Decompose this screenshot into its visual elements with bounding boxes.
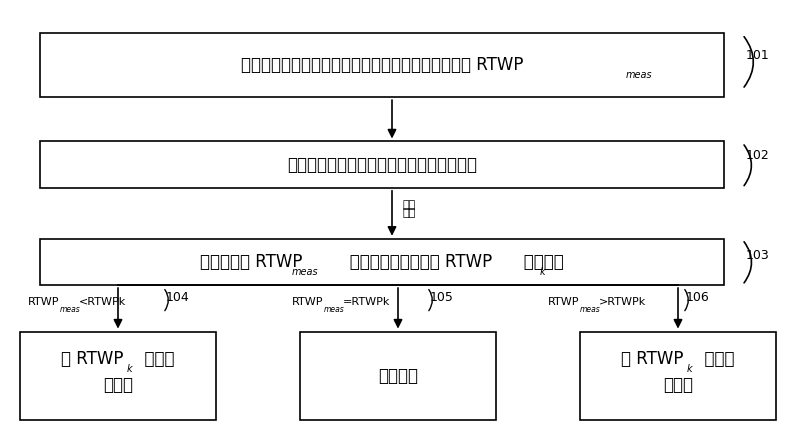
Text: 101: 101	[746, 49, 770, 62]
Text: >RTWPk: >RTWPk	[598, 297, 646, 307]
Text: 个步长: 个步长	[663, 377, 693, 394]
Text: meas: meas	[580, 305, 601, 314]
Bar	[20, 332, 216, 420]
Text: 104: 104	[166, 291, 190, 304]
Text: RTWP: RTWP	[292, 297, 323, 307]
Text: 105: 105	[430, 291, 454, 304]
Text: 103: 103	[746, 249, 770, 262]
Text: 102: 102	[746, 149, 770, 162]
Text: RTWP: RTWP	[28, 297, 59, 307]
Text: 用户: 用户	[402, 208, 416, 218]
Text: meas: meas	[626, 70, 653, 80]
Text: 将 RTWP    降低一: 将 RTWP 降低一	[62, 350, 174, 368]
Text: k: k	[539, 267, 546, 277]
Bar	[40, 33, 724, 97]
Bar	[300, 332, 496, 420]
Text: k: k	[126, 364, 133, 373]
Bar	[40, 141, 724, 188]
Text: meas: meas	[324, 305, 345, 314]
Bar	[40, 239, 724, 285]
Text: 基站周期性地测量小区中每个扇区的接收带宽总功率 RTWP: 基站周期性地测量小区中每个扇区的接收带宽总功率 RTWP	[241, 56, 523, 74]
Text: k: k	[686, 364, 693, 373]
Text: RTWP: RTWP	[548, 297, 579, 307]
Text: =RTWPk: =RTWPk	[342, 297, 390, 307]
Text: 不作调整: 不作调整	[378, 367, 418, 385]
Text: 个步长: 个步长	[103, 377, 133, 394]
Text: 将 RTWP    提高一: 将 RTWP 提高一	[622, 350, 734, 368]
Text: 106: 106	[686, 291, 710, 304]
Text: <RTWPk: <RTWPk	[78, 297, 126, 307]
Text: meas: meas	[291, 267, 318, 277]
Text: 将各扇区的 RTWP         与本扇区当前的底噪 RTWP      进行比较: 将各扇区的 RTWP 与本扇区当前的底噪 RTWP 进行比较	[200, 253, 564, 271]
Bar	[580, 332, 776, 420]
Text: 没有: 没有	[402, 200, 416, 210]
Text: meas: meas	[60, 305, 81, 314]
Text: 判断扇区当前是否有用户，若有则不予处理: 判断扇区当前是否有用户，若有则不予处理	[287, 156, 477, 174]
